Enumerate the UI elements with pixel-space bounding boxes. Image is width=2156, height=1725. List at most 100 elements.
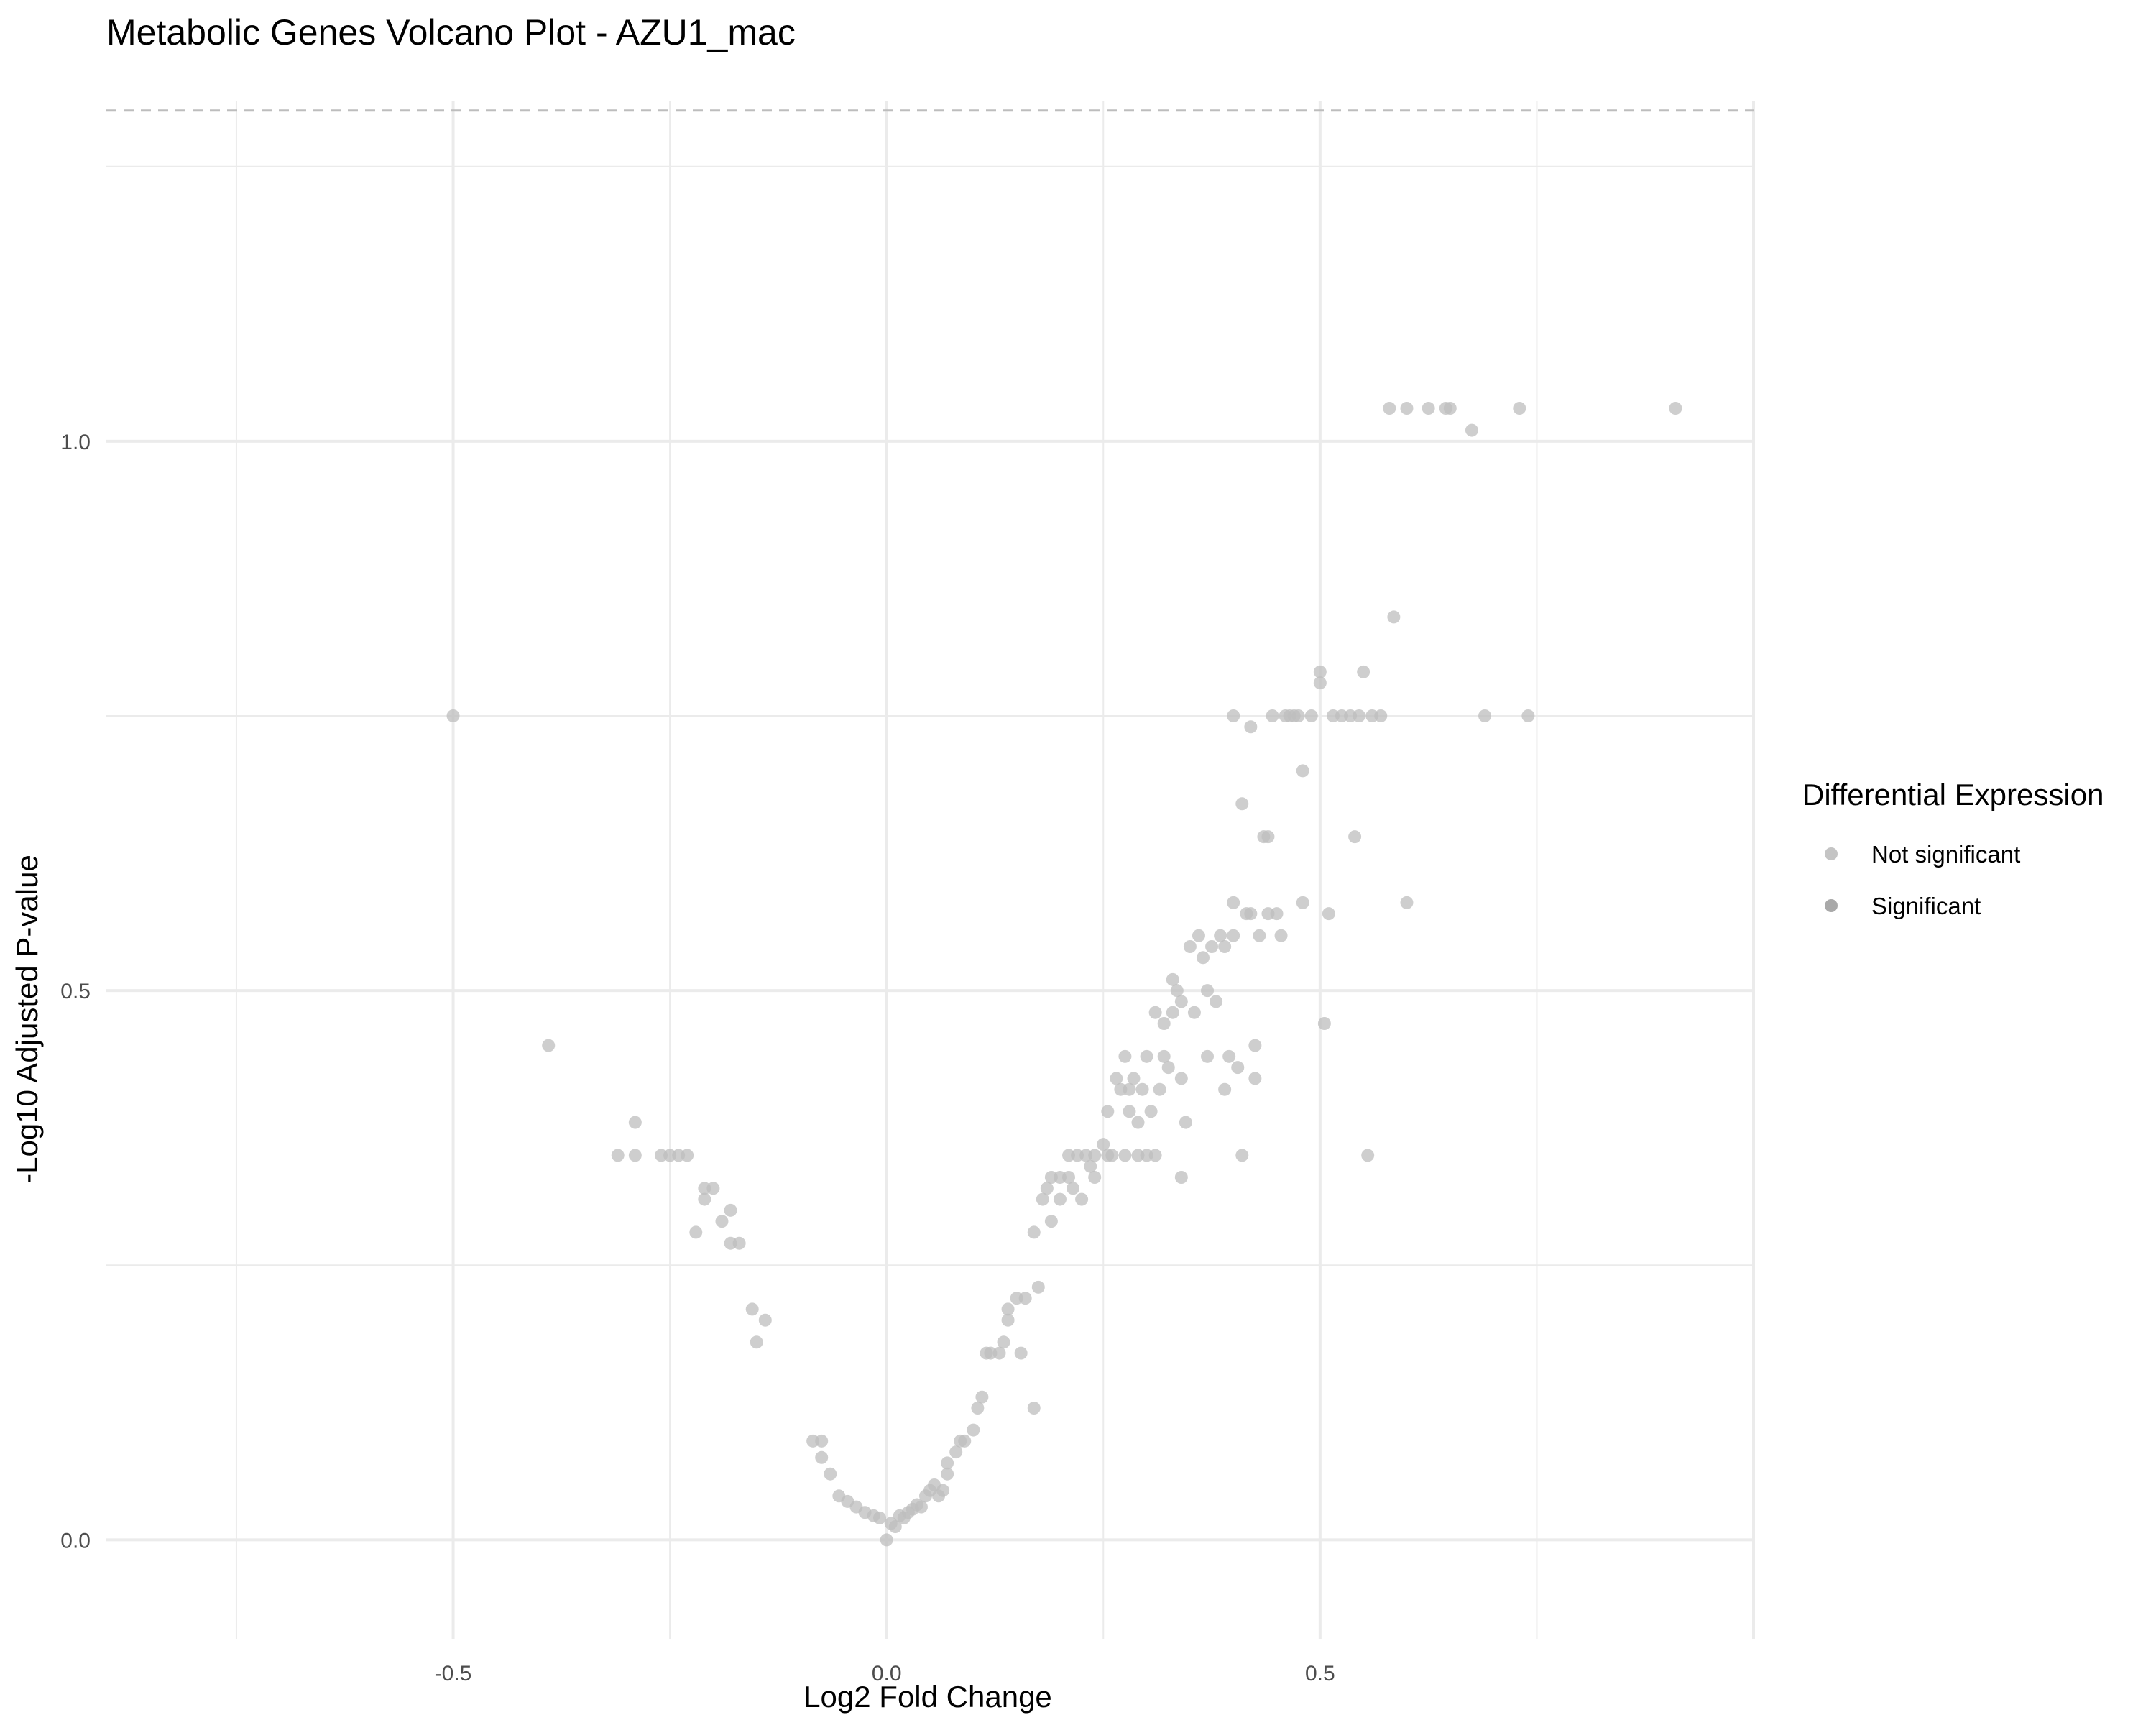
data-point: [1118, 1049, 1132, 1063]
data-point: [1248, 1039, 1262, 1052]
data-point: [1270, 907, 1284, 921]
data-point: [1148, 1006, 1162, 1019]
data-point: [1118, 1149, 1132, 1162]
data-point: [880, 1533, 893, 1547]
data-point: [1214, 929, 1227, 942]
data-point: [1127, 1072, 1141, 1085]
data-point: [975, 1390, 989, 1404]
y-axis-title: -Log10 Adjusted P-value: [10, 855, 44, 1184]
data-point: [1062, 1171, 1076, 1184]
data-point: [1067, 1182, 1080, 1195]
data-point: [698, 1192, 711, 1206]
data-point: [1244, 720, 1258, 734]
data-point: [1261, 830, 1275, 844]
data-point: [1353, 709, 1366, 722]
data-point: [1478, 709, 1492, 722]
data-point: [1084, 1159, 1097, 1173]
data-point: [1144, 1105, 1158, 1118]
data-point: [1157, 1017, 1171, 1030]
data-point: [1183, 940, 1197, 953]
data-point: [1201, 984, 1215, 998]
data-point: [1179, 1116, 1192, 1129]
data-point: [1131, 1116, 1145, 1129]
data-point: [1027, 1402, 1041, 1414]
data-point: [1140, 1049, 1153, 1063]
x-axis-title: Log2 Fold Change: [803, 1680, 1052, 1714]
data-point: [706, 1182, 720, 1195]
data-point: [1218, 1082, 1232, 1096]
data-point: [1174, 995, 1188, 1008]
data-point: [971, 1402, 985, 1414]
data-point: [1174, 1171, 1188, 1184]
data-point: [1400, 402, 1414, 415]
legend-title: Differential Expression: [1802, 778, 2104, 811]
data-point: [1400, 896, 1414, 909]
data-point: [689, 1225, 703, 1239]
data-point: [1322, 907, 1335, 921]
data-point: [941, 1467, 954, 1481]
data-point: [1196, 951, 1210, 965]
data-point: [815, 1434, 829, 1448]
data-point: [1123, 1082, 1136, 1096]
data-point: [681, 1149, 694, 1162]
y-tick-label: 1.0: [60, 431, 91, 454]
data-point: [1669, 402, 1682, 415]
data-point: [992, 1346, 1006, 1360]
data-point: [1001, 1302, 1015, 1316]
data-point: [1231, 1061, 1245, 1075]
data-point: [1027, 1225, 1041, 1239]
axis-tick-labels: -0.5 0.0 0.5 0.0 0.5 1.0: [60, 431, 1335, 1685]
data-point: [1210, 995, 1223, 1008]
data-point: [1296, 896, 1309, 909]
data-point: [1313, 676, 1327, 690]
data-point: [1153, 1082, 1166, 1096]
data-points: [446, 402, 1682, 1547]
data-point: [1205, 940, 1219, 953]
data-point: [1001, 1313, 1015, 1327]
data-point: [542, 1039, 556, 1052]
data-point: [949, 1445, 963, 1459]
data-point: [1443, 402, 1457, 415]
data-point: [1218, 940, 1232, 953]
data-point: [745, 1302, 759, 1316]
data-point: [1227, 896, 1240, 909]
data-point: [1161, 1061, 1175, 1075]
x-tick-label: 0.0: [872, 1662, 902, 1685]
data-point: [1422, 402, 1435, 415]
data-point: [967, 1423, 980, 1437]
data-point: [1244, 907, 1258, 921]
data-point: [1296, 764, 1309, 778]
data-point: [1304, 709, 1318, 722]
data-point: [958, 1434, 972, 1448]
data-point: [758, 1313, 772, 1327]
data-point: [1101, 1105, 1115, 1118]
data-point: [1075, 1192, 1089, 1206]
data-point: [715, 1215, 729, 1228]
data-point: [611, 1149, 625, 1162]
data-point: [1253, 929, 1266, 942]
data-point: [936, 1484, 950, 1497]
data-point: [1313, 665, 1327, 678]
data-point: [1513, 402, 1526, 415]
data-point: [1222, 1049, 1236, 1063]
data-point: [1036, 1192, 1049, 1206]
data-point: [750, 1335, 763, 1349]
chart-title: Metabolic Genes Volcano Plot - AZU1_mac: [106, 12, 796, 52]
data-point: [1031, 1280, 1045, 1294]
data-point: [446, 709, 460, 722]
data-point: [824, 1467, 837, 1481]
data-point: [1044, 1215, 1058, 1228]
data-point: [1465, 423, 1478, 437]
x-tick-label: 0.5: [1305, 1662, 1335, 1685]
data-point: [1521, 709, 1535, 722]
data-point: [1201, 1049, 1215, 1063]
data-point: [941, 1456, 954, 1470]
y-tick-label: 0.5: [60, 980, 91, 1003]
legend-label: Not significant: [1871, 841, 2020, 868]
data-point: [1348, 830, 1362, 844]
data-point: [1235, 1149, 1249, 1162]
legend-entries: Not significant Significant: [1825, 841, 2020, 919]
legend: Differential Expression Not significant S…: [1802, 778, 2104, 919]
data-point: [1361, 1149, 1375, 1162]
data-point: [997, 1335, 1010, 1349]
